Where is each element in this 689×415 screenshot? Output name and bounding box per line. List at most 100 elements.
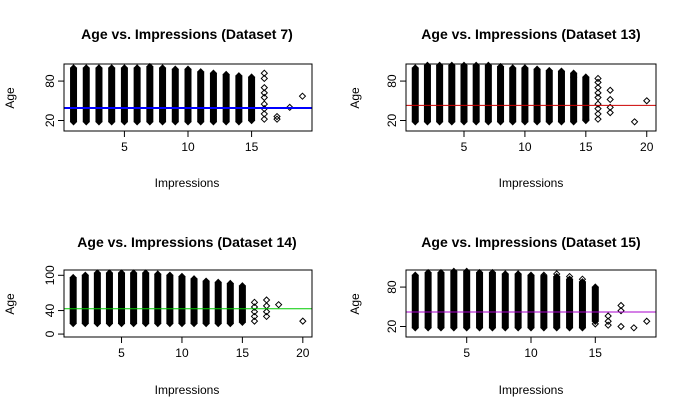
point-column <box>411 64 419 126</box>
data-point <box>630 324 638 332</box>
data-point <box>617 307 625 315</box>
x-tick-label: 15 <box>245 140 259 154</box>
x-tick-label: 20 <box>640 140 654 154</box>
chart-title: Age vs. Impressions (Dataset 14) <box>77 234 296 250</box>
data-point <box>299 317 307 325</box>
point-column <box>69 273 77 328</box>
point-column <box>93 269 102 328</box>
data-point <box>286 103 294 112</box>
point-column <box>158 64 167 126</box>
x-tick-label: 15 <box>236 346 250 360</box>
point-column <box>178 272 186 328</box>
plot-area: 5 10 15 20 80 <box>385 267 657 360</box>
y-axis-label: Age <box>348 87 362 109</box>
point-column <box>424 268 432 332</box>
data-point <box>591 320 600 328</box>
y-tick-label: 80 <box>385 74 399 88</box>
x-axis-label: Impressions <box>155 383 220 397</box>
x-tick-label: 15 <box>589 346 603 360</box>
y-tick-label: 100 <box>43 265 57 285</box>
y-axis-label: Age <box>3 293 17 315</box>
data-point <box>594 78 602 87</box>
data-point <box>643 97 651 105</box>
point-column <box>190 275 198 328</box>
data-point <box>273 115 281 123</box>
data-point <box>578 275 587 283</box>
data-point <box>582 115 590 123</box>
data-point <box>569 73 578 81</box>
data-point <box>630 118 639 126</box>
point-column <box>472 61 480 126</box>
point-column <box>557 67 566 126</box>
point-column <box>475 268 484 332</box>
y-tick-label: 20 <box>385 319 399 333</box>
x-axis-label: Impressions <box>155 176 220 190</box>
data-point <box>594 110 602 118</box>
point-column <box>197 68 205 126</box>
point-column <box>133 64 141 126</box>
y-axis-label: Age <box>348 293 362 315</box>
data-point <box>262 312 271 321</box>
point-column <box>569 69 578 126</box>
plot-area: 5 10 15 20 80 <box>43 62 313 154</box>
plot-area: 5 10 15 20 0 40 100 <box>43 265 313 360</box>
data-point <box>260 69 269 77</box>
data-point <box>553 270 561 278</box>
data-point <box>594 74 602 83</box>
point-column <box>222 70 230 126</box>
x-tick-label: 10 <box>524 346 538 360</box>
point-column <box>423 61 432 126</box>
y-tick-label: 0 <box>43 330 57 337</box>
data-point <box>298 92 307 100</box>
data-point <box>604 321 612 329</box>
y-tick-label: 20 <box>43 113 57 127</box>
point-column <box>411 271 419 332</box>
data-point <box>260 115 269 123</box>
panel-dataset-7: Age vs. Impressions (Dataset 7) Impressi… <box>3 26 313 190</box>
x-axis-label: Impressions <box>499 176 564 190</box>
data-point <box>260 89 269 97</box>
point-column <box>95 64 103 126</box>
point-column <box>209 69 218 126</box>
panel-dataset-15: Age vs. Impressions (Dataset 15) Impress… <box>348 234 657 397</box>
point-column <box>226 279 235 328</box>
panel-dataset-13: Age vs. Impressions (Dataset 13) Impress… <box>348 26 657 190</box>
y-tick-label: 40 <box>43 304 57 318</box>
point-column <box>81 271 89 328</box>
point-column <box>496 62 505 126</box>
point-column <box>247 73 256 125</box>
data-point <box>250 303 259 311</box>
point-column <box>582 73 590 125</box>
point-column <box>509 64 517 126</box>
plot-area: 5 10 15 20 20 80 <box>385 61 657 154</box>
panel-dataset-14: Age vs. Impressions (Dataset 14) Impress… <box>3 234 313 397</box>
data-point <box>617 301 625 310</box>
data-point <box>606 103 614 112</box>
data-point <box>260 83 269 92</box>
x-axis-label: Impressions <box>499 383 564 397</box>
x-tick-label: 10 <box>175 346 189 360</box>
chart-title: Age vs. Impressions (Dataset 13) <box>421 26 640 42</box>
point-column <box>437 268 445 332</box>
point-column <box>202 277 210 328</box>
point-column <box>69 64 78 126</box>
data-point <box>643 317 651 325</box>
x-tick-label: 10 <box>518 140 532 154</box>
data-point <box>260 110 269 118</box>
point-column <box>154 270 162 328</box>
point-column <box>214 278 222 328</box>
point-column <box>184 65 192 126</box>
point-column <box>166 271 174 328</box>
data-point <box>604 312 612 320</box>
data-point <box>250 298 259 307</box>
point-column <box>435 61 444 126</box>
x-tick-label: 5 <box>461 140 468 154</box>
point-column <box>238 282 247 327</box>
point-column <box>141 269 150 328</box>
data-point <box>594 104 602 113</box>
point-column <box>82 64 90 126</box>
data-point <box>250 308 259 316</box>
data-point <box>260 74 269 83</box>
point-column <box>533 65 541 126</box>
